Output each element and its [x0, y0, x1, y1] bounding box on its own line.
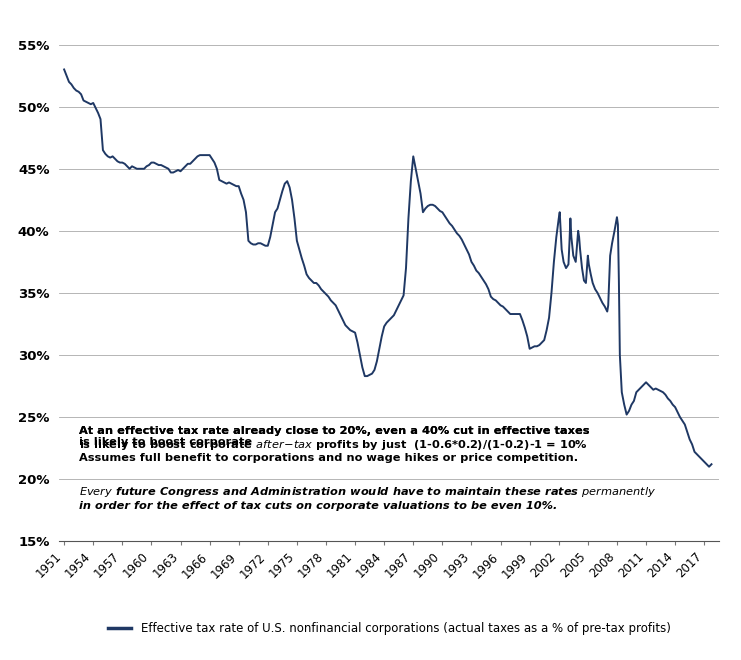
Text: $\it{Every}$ future Congress and Administration would have to maintain these rat: $\it{Every}$ future Congress and Adminis…	[79, 485, 656, 511]
Text: At an effective tax rate already close to 20%, even a 40% cut in effective taxes: At an effective tax rate already close t…	[79, 426, 589, 463]
Text: At an effective tax rate already close to 20%, even a 40% cut in effective taxes: At an effective tax rate already close t…	[79, 426, 589, 447]
Legend: Effective tax rate of U.S. nonfinancial corporations (actual taxes as a % of pre: Effective tax rate of U.S. nonfinancial …	[103, 617, 675, 640]
